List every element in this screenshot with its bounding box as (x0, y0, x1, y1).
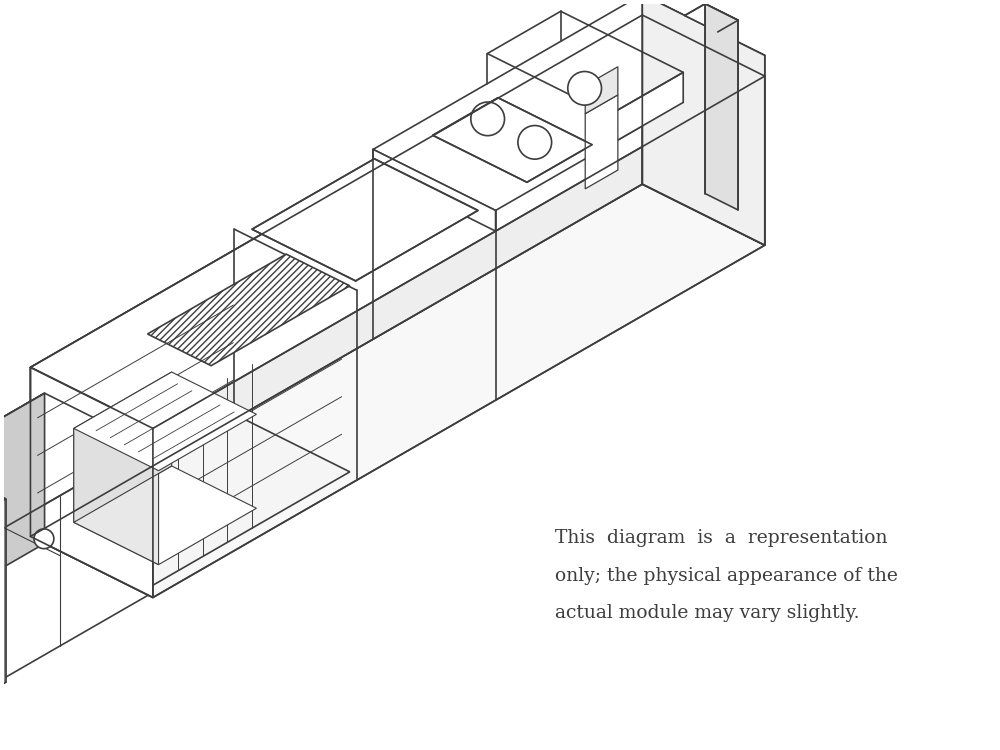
Polygon shape (610, 72, 683, 145)
Polygon shape (585, 67, 618, 114)
Polygon shape (0, 436, 6, 538)
Polygon shape (642, 0, 765, 76)
Polygon shape (0, 620, 6, 722)
Polygon shape (585, 95, 618, 189)
Polygon shape (74, 372, 172, 522)
Polygon shape (252, 159, 478, 281)
Polygon shape (0, 393, 148, 530)
Polygon shape (30, 15, 642, 536)
Polygon shape (148, 254, 350, 366)
Polygon shape (642, 15, 765, 245)
Polygon shape (0, 499, 6, 722)
Polygon shape (685, 4, 738, 32)
Circle shape (568, 71, 601, 105)
Circle shape (34, 529, 54, 549)
Polygon shape (30, 15, 765, 428)
Polygon shape (0, 393, 45, 628)
Polygon shape (74, 466, 256, 565)
Text: only; the physical appearance of the: only; the physical appearance of the (555, 567, 897, 585)
Polygon shape (373, 0, 765, 211)
Polygon shape (74, 372, 256, 471)
Circle shape (518, 125, 552, 159)
Polygon shape (433, 98, 592, 182)
Polygon shape (373, 149, 496, 231)
Polygon shape (642, 0, 765, 245)
Text: actual module may vary slightly.: actual module may vary slightly. (555, 604, 859, 622)
Polygon shape (38, 418, 350, 590)
Polygon shape (0, 478, 1, 680)
Polygon shape (30, 184, 765, 598)
Polygon shape (74, 428, 159, 565)
Circle shape (471, 102, 505, 136)
Text: This  diagram  is  a  representation: This diagram is a representation (555, 530, 887, 548)
Polygon shape (705, 4, 738, 210)
Polygon shape (30, 368, 153, 598)
